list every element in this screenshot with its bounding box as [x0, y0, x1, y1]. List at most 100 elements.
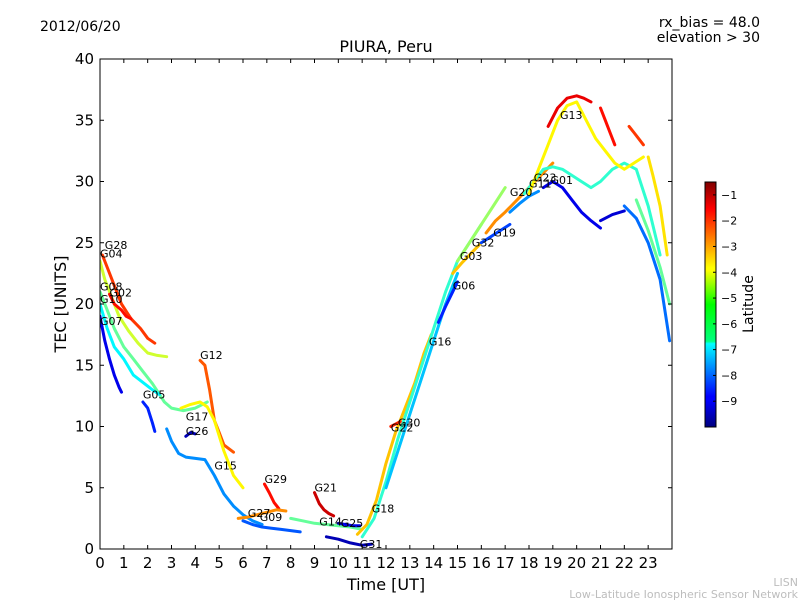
x-tick-label: 18: [519, 554, 538, 572]
satellite-label-g08: G08: [100, 281, 123, 294]
satellite-label-g03: G03: [460, 250, 483, 263]
x-tick-label: 23: [639, 554, 658, 572]
plot-frame: [99, 58, 673, 550]
colorbar-tick-label: −9: [721, 395, 737, 408]
series-line-g11: [508, 189, 540, 214]
x-tick-label: 3: [167, 554, 177, 572]
y-tick-label: 25: [75, 234, 94, 252]
series-line-g28: [100, 253, 157, 345]
satellite-label-g10: G10: [100, 293, 123, 306]
series-line-g09: [241, 519, 302, 534]
satellite-label-g05: G05: [143, 388, 166, 401]
series-line-g21: [313, 491, 336, 518]
colorbar: −1 −2 −3 −4 −5 −6 −7 −8 −9: [704, 181, 737, 428]
chart-title: PIURA, Peru: [339, 37, 432, 56]
y-tick-label: 30: [75, 173, 94, 191]
series-line-g26-late: [634, 198, 672, 306]
series-line-g10: [100, 302, 162, 397]
x-tick-label: 10: [329, 554, 348, 572]
series-line-g15: [165, 427, 264, 526]
x-tick-label: 4: [191, 554, 201, 572]
x-tick-label: 19: [543, 554, 562, 572]
series-line-g29: [263, 482, 281, 511]
series-line-g25: [336, 521, 362, 528]
satellite-label-g17: G17: [186, 410, 209, 423]
satellite-label-g09: G09: [260, 511, 283, 524]
satellite-label-g15: G15: [214, 459, 237, 472]
series-line-g03: [451, 241, 483, 275]
satellite-label-g28: G28: [105, 239, 128, 252]
colorbar-tick-label: −1: [721, 189, 737, 202]
footer-lisn: LISN: [773, 576, 798, 589]
series-line-g17: [179, 400, 245, 490]
satellite-label-g07: G07: [100, 315, 123, 328]
satellite-label-g22: G22: [391, 421, 414, 434]
satellite-label-g31: G31: [360, 538, 383, 551]
colorbar-tick-label: −4: [721, 266, 737, 279]
series-line-g07: [100, 314, 123, 394]
colorbar-gradient: [704, 181, 717, 428]
x-tick-label: 12: [376, 554, 395, 572]
y-axis-label: TEC [UNITS]: [51, 256, 70, 354]
y-tick-label: 20: [75, 295, 94, 313]
y-tick-label: 0: [84, 540, 94, 558]
satellite-label-g06: G06: [453, 279, 476, 292]
x-tick-label: 1: [119, 554, 129, 572]
x-tick-label: 14: [424, 554, 443, 572]
rx-bias-label: rx_bias = 48.0: [659, 15, 760, 31]
series-line-g02: [108, 292, 133, 321]
x-tick-label: 7: [262, 554, 272, 572]
satellite-label-g20: G20: [510, 186, 533, 199]
series-line-g24: [627, 124, 645, 147]
colorbar-tick-label: −3: [721, 240, 737, 253]
x-tick-label: 6: [238, 554, 248, 572]
colorbar-tick-label: −2: [721, 215, 737, 228]
x-tick-label: 2: [143, 554, 153, 572]
series-line-g30: [389, 420, 402, 428]
colorbar-tick-label: −7: [721, 344, 737, 357]
satellite-label-g12: G12: [200, 349, 223, 362]
satellite-label-g26: G26: [186, 425, 209, 438]
x-tick-label: 15: [448, 554, 467, 572]
x-tick-label: 5: [214, 554, 224, 572]
x-tick-label: 0: [95, 554, 105, 572]
satellite-label-g13: G13: [560, 109, 583, 122]
satellite-label-g32: G32: [472, 236, 495, 249]
series-line-g08: [100, 290, 209, 413]
x-tick-label: 8: [286, 554, 296, 572]
series-line-g23: [522, 161, 662, 257]
x-tick-label: 16: [472, 554, 491, 572]
series-line-g13: [527, 100, 645, 196]
series-line-g20: [484, 161, 555, 235]
x-tick-label: 20: [567, 554, 586, 572]
y-tick-label: 35: [75, 111, 94, 129]
satellite-label-g14: G14: [319, 516, 342, 529]
elevation-label: elevation > 30: [657, 30, 760, 46]
colorbar-tick-label: −8: [721, 369, 737, 382]
satellite-label-g21: G21: [315, 481, 338, 494]
x-tick-label: 22: [615, 554, 634, 572]
satellite-label-g18: G18: [372, 502, 395, 515]
series-line-g17-late: [599, 209, 626, 223]
colorbar-tick-label: −5: [721, 292, 737, 305]
satellite-label-g19: G19: [493, 227, 516, 240]
series-line-g32: [456, 186, 507, 263]
satellite-label-g30: G30: [398, 417, 421, 430]
series-layer: [100, 94, 672, 547]
series-line-g14: [289, 516, 364, 531]
x-tick-label: 13: [400, 554, 419, 572]
series-line-g22-late: [622, 204, 672, 343]
satellite-label-g29: G29: [265, 473, 288, 486]
satellite-label-layer: G28G04G08G02G10G07G05G12G17G26G15G29G27G…: [100, 109, 583, 551]
series-line-g26: [184, 431, 197, 438]
y-tick-label: 40: [75, 50, 94, 68]
x-tick-label: 17: [496, 554, 515, 572]
date-label: 2012/06/20: [40, 19, 121, 35]
series-line-g06: [436, 280, 459, 324]
y-tick-label: 5: [84, 479, 94, 497]
series-line-g05: [141, 400, 157, 433]
colorbar-tick-label: −6: [721, 318, 737, 331]
satellite-label-g16: G16: [429, 336, 452, 349]
satellite-label-g27: G27: [248, 507, 271, 520]
series-line-g13-peak: [546, 94, 593, 128]
